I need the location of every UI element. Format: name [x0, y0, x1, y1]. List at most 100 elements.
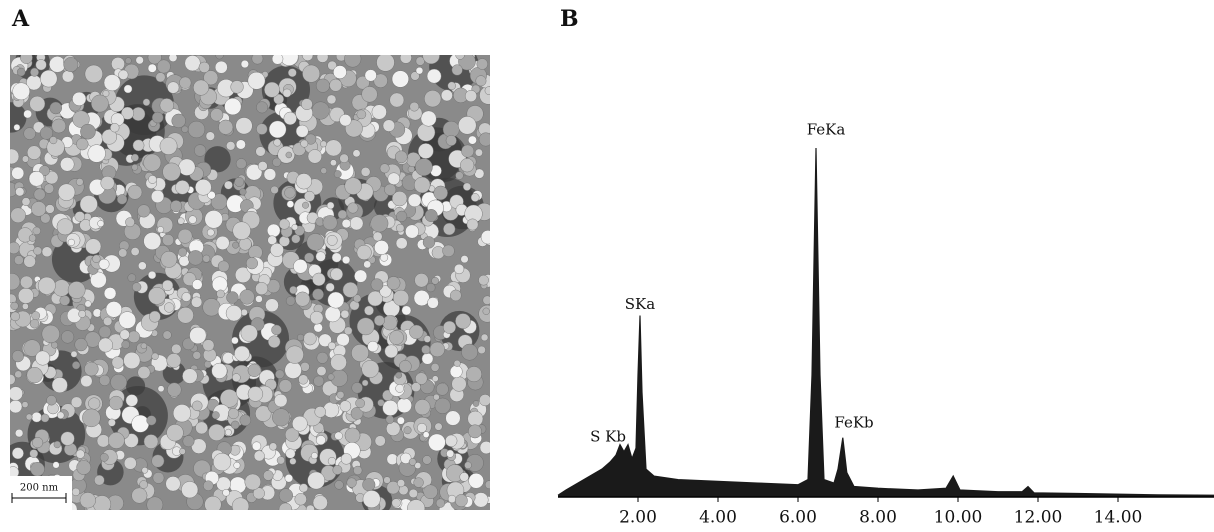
- particle: [445, 434, 458, 447]
- particle: [283, 111, 297, 126]
- particle: [300, 139, 309, 148]
- particle: [374, 435, 386, 447]
- particle: [391, 70, 409, 88]
- particle: [31, 311, 41, 320]
- particle: [137, 366, 151, 379]
- particle: [184, 55, 201, 72]
- particle: [311, 101, 330, 120]
- particle: [170, 200, 183, 213]
- particle: [130, 247, 140, 256]
- particle: [80, 123, 96, 140]
- particle: [107, 418, 116, 427]
- particle: [35, 350, 51, 366]
- particle: [193, 144, 207, 157]
- particle: [162, 234, 175, 247]
- particle: [484, 86, 490, 95]
- particle: [98, 337, 113, 353]
- particle: [16, 67, 26, 77]
- particle: [278, 488, 293, 503]
- particle: [285, 448, 296, 459]
- particle: [21, 401, 29, 408]
- particle: [315, 435, 326, 446]
- particle: [187, 120, 206, 139]
- particle: [80, 375, 93, 388]
- particle: [423, 484, 438, 500]
- particle: [132, 282, 142, 292]
- particle: [247, 71, 266, 90]
- particle: [17, 287, 34, 304]
- particle: [415, 158, 433, 176]
- particle: [108, 432, 125, 449]
- particle: [179, 76, 192, 89]
- particle: [175, 180, 190, 195]
- particle: [467, 410, 484, 427]
- particle: [422, 431, 430, 438]
- particle: [414, 462, 422, 469]
- particle: [382, 119, 396, 132]
- particle: [72, 361, 81, 370]
- particle: [94, 474, 105, 486]
- particle: [216, 289, 225, 299]
- particle: [103, 316, 113, 326]
- particle: [139, 480, 148, 489]
- particle: [302, 55, 314, 61]
- particle: [484, 480, 490, 489]
- particle: [125, 217, 135, 228]
- particle: [331, 252, 342, 263]
- particle: [295, 291, 311, 307]
- particle: [51, 377, 68, 394]
- particle: [255, 282, 269, 295]
- particle: [316, 55, 329, 63]
- particle: [332, 465, 343, 475]
- particle: [286, 200, 295, 208]
- peak-label: S Kb: [590, 428, 626, 446]
- x-tick-label: 12.00: [1014, 508, 1063, 528]
- particle: [273, 138, 282, 147]
- particle: [14, 370, 23, 379]
- particle: [473, 492, 489, 508]
- particle: [247, 386, 264, 402]
- particle: [403, 426, 412, 435]
- particle: [271, 55, 284, 65]
- particle: [449, 365, 463, 378]
- particle: [347, 202, 359, 214]
- particle: [39, 165, 50, 176]
- particle: [13, 124, 21, 131]
- particle: [355, 398, 365, 409]
- particle: [49, 136, 58, 145]
- particle: [417, 423, 427, 433]
- particle: [396, 416, 405, 425]
- particle: [361, 379, 369, 387]
- particle: [67, 238, 75, 246]
- particle: [337, 209, 348, 220]
- particle: [307, 471, 325, 490]
- particle: [330, 354, 347, 371]
- particle: [142, 98, 151, 106]
- particle: [33, 246, 43, 256]
- particle: [364, 69, 377, 82]
- particle: [454, 263, 465, 275]
- particle: [181, 292, 192, 302]
- particle: [353, 465, 363, 475]
- particle: [76, 460, 92, 475]
- x-tick-label: 4.00: [699, 508, 737, 528]
- particle: [310, 311, 324, 325]
- particle: [125, 394, 138, 407]
- particle: [26, 367, 43, 384]
- particle: [171, 113, 186, 129]
- particle: [211, 411, 220, 420]
- particle: [177, 217, 185, 225]
- particle: [391, 191, 408, 207]
- particle: [23, 255, 36, 268]
- particle: [167, 382, 182, 397]
- particle: [255, 405, 272, 422]
- particle: [226, 291, 239, 304]
- particle: [21, 155, 29, 163]
- particle: [346, 477, 357, 488]
- particle: [215, 235, 230, 250]
- particle: [267, 223, 281, 238]
- peak-label: SKa: [625, 295, 655, 313]
- particle: [458, 116, 477, 135]
- x-tick-label: 14.00: [1094, 508, 1143, 528]
- particle: [110, 123, 120, 133]
